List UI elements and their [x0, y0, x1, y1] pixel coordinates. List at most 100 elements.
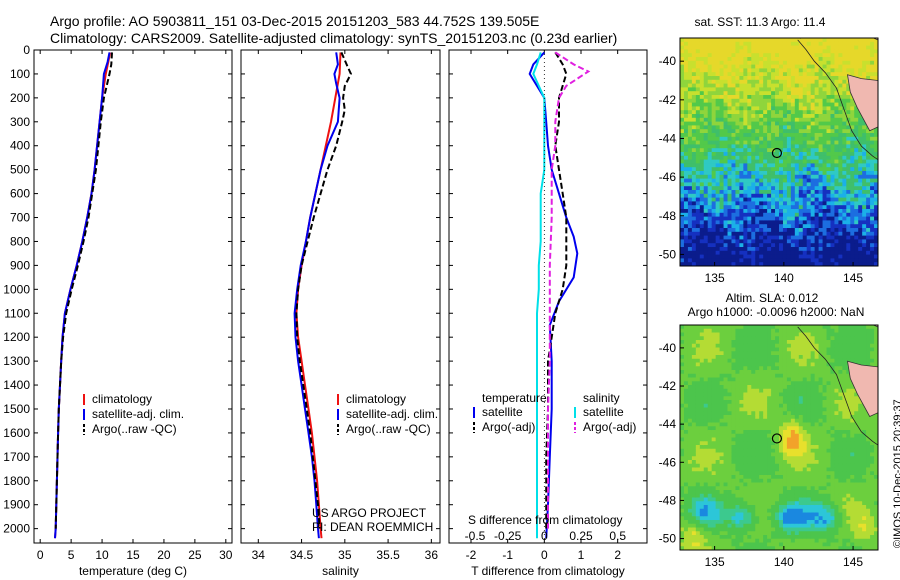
- map-cell: [759, 381, 764, 386]
- map-cell: [751, 538, 756, 543]
- map-cell: [763, 388, 768, 393]
- map-cell: [755, 83, 760, 88]
- map-cell: [874, 243, 878, 248]
- map-cell: [747, 542, 752, 547]
- map-cell: [719, 117, 724, 122]
- map-cell: [695, 95, 701, 100]
- map-cell: [802, 136, 808, 141]
- map-cell: [782, 456, 788, 461]
- map-cell: [711, 91, 717, 96]
- map-cell: [755, 523, 760, 528]
- map-cell: [751, 415, 756, 420]
- map-cell: [695, 45, 701, 50]
- map-cell: [763, 174, 768, 179]
- map-cell: [683, 117, 689, 122]
- map-cell: [806, 220, 812, 225]
- map-cell: [790, 117, 796, 122]
- map-cell: [743, 358, 748, 363]
- map-cell: [818, 148, 823, 153]
- map-cell: [779, 178, 784, 183]
- map-cell: [711, 174, 717, 179]
- map-cell: [771, 201, 776, 206]
- map-cell: [854, 216, 859, 221]
- map-cell: [691, 129, 697, 134]
- map-cell: [790, 254, 796, 259]
- map-cell: [846, 53, 851, 58]
- map-cell: [790, 497, 796, 502]
- map-cell: [680, 178, 685, 183]
- map-cell: [771, 430, 776, 435]
- map-cell: [782, 53, 788, 58]
- map-cell: [751, 336, 756, 341]
- map-cell: [755, 347, 760, 352]
- map-cell: [747, 53, 752, 58]
- map-cell: [771, 159, 776, 164]
- map-cell: [834, 41, 839, 46]
- map-cell: [715, 475, 720, 480]
- map-cell: [731, 523, 736, 528]
- map-cell: [755, 57, 760, 62]
- map-cell: [790, 523, 796, 528]
- map-cell: [786, 482, 792, 487]
- map-cell: [806, 193, 812, 198]
- map-cell: [858, 220, 863, 225]
- map-cell: [739, 212, 744, 217]
- map-cell: [826, 140, 831, 145]
- map-cell: [687, 407, 693, 412]
- map-cell: [763, 426, 768, 431]
- map-cell: [683, 535, 689, 540]
- map-cell: [715, 362, 720, 367]
- map-cell: [731, 396, 736, 401]
- map-cell: [743, 370, 748, 375]
- map-cell: [695, 430, 701, 435]
- map-cell: [810, 121, 816, 126]
- map-cell: [794, 186, 800, 191]
- map-cell: [794, 347, 800, 352]
- map-cell: [782, 140, 788, 145]
- map-cell: [802, 53, 808, 58]
- map-cell: [767, 60, 772, 65]
- map-cell: [759, 516, 764, 521]
- map-cell: [695, 370, 701, 375]
- map-cell: [715, 83, 720, 88]
- map-cell: [735, 523, 740, 528]
- map-cell: [715, 182, 720, 187]
- map-cell: [771, 452, 776, 457]
- map-cell: [719, 129, 724, 134]
- map-cell: [830, 155, 835, 160]
- map-cell: [711, 117, 717, 122]
- map-cell: [703, 347, 709, 352]
- map-cell: [786, 497, 792, 502]
- map-cell: [759, 178, 764, 183]
- map-cell: [794, 325, 800, 330]
- map-cell: [691, 224, 697, 229]
- map-cell: [715, 411, 720, 416]
- map-cell: [719, 136, 724, 141]
- map-cell: [767, 430, 772, 435]
- map-cell: [731, 224, 736, 229]
- map-cell: [735, 445, 740, 450]
- map-cell: [743, 456, 748, 461]
- map-cell: [707, 351, 713, 356]
- map-cell: [695, 57, 701, 62]
- map-cell: [830, 224, 835, 229]
- map-cell: [727, 209, 732, 214]
- map-cell: [771, 57, 776, 62]
- map-cell: [727, 76, 732, 81]
- map-cell: [727, 133, 732, 138]
- map-cell: [782, 209, 788, 214]
- map-cell: [798, 117, 804, 122]
- map-cell: [683, 493, 689, 498]
- map-cell: [727, 41, 732, 46]
- map-cell: [790, 433, 796, 438]
- map-cell: [743, 493, 748, 498]
- map-cell: [806, 57, 812, 62]
- map-cell: [707, 407, 713, 412]
- map-cell: [763, 430, 768, 435]
- map-cell: [818, 91, 823, 96]
- map-cell: [743, 403, 748, 408]
- map-cell: [790, 57, 796, 62]
- map-cell: [699, 501, 705, 506]
- map-cell: [691, 41, 697, 46]
- map-cell: [826, 155, 831, 160]
